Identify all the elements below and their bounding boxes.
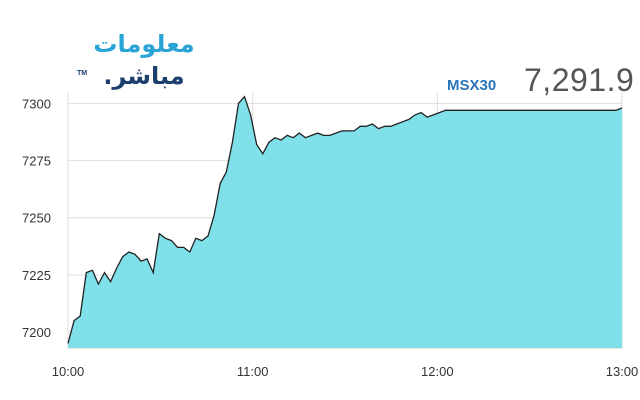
y-tick-label: 7250 (22, 211, 51, 226)
index-value: 7,291.9 (524, 62, 635, 98)
logo-text-top: معلومات (93, 30, 195, 58)
price-line (67, 95, 623, 344)
logo-text-bottom: مباشر. (103, 62, 185, 90)
x-tick-label: 13:00 (606, 364, 639, 379)
x-tick-label: 12:00 (421, 364, 454, 379)
y-axis-labels: 7200 7225 7250 7275 7300 (22, 96, 51, 340)
y-tick-label: 7200 (22, 325, 51, 340)
index-name: MSX30 (447, 77, 497, 94)
price-area-fill (68, 96, 622, 348)
y-tick-label: 7275 (22, 154, 51, 169)
x-axis-labels: 10:00 11:00 12:00 13:00 (52, 364, 639, 379)
logo-trademark: TM (77, 70, 88, 77)
x-tick-label: 10:00 (52, 364, 85, 379)
y-tick-label: 7225 (22, 268, 51, 283)
x-tick-label: 11:00 (237, 364, 269, 379)
y-tick-label: 7300 (22, 96, 51, 111)
